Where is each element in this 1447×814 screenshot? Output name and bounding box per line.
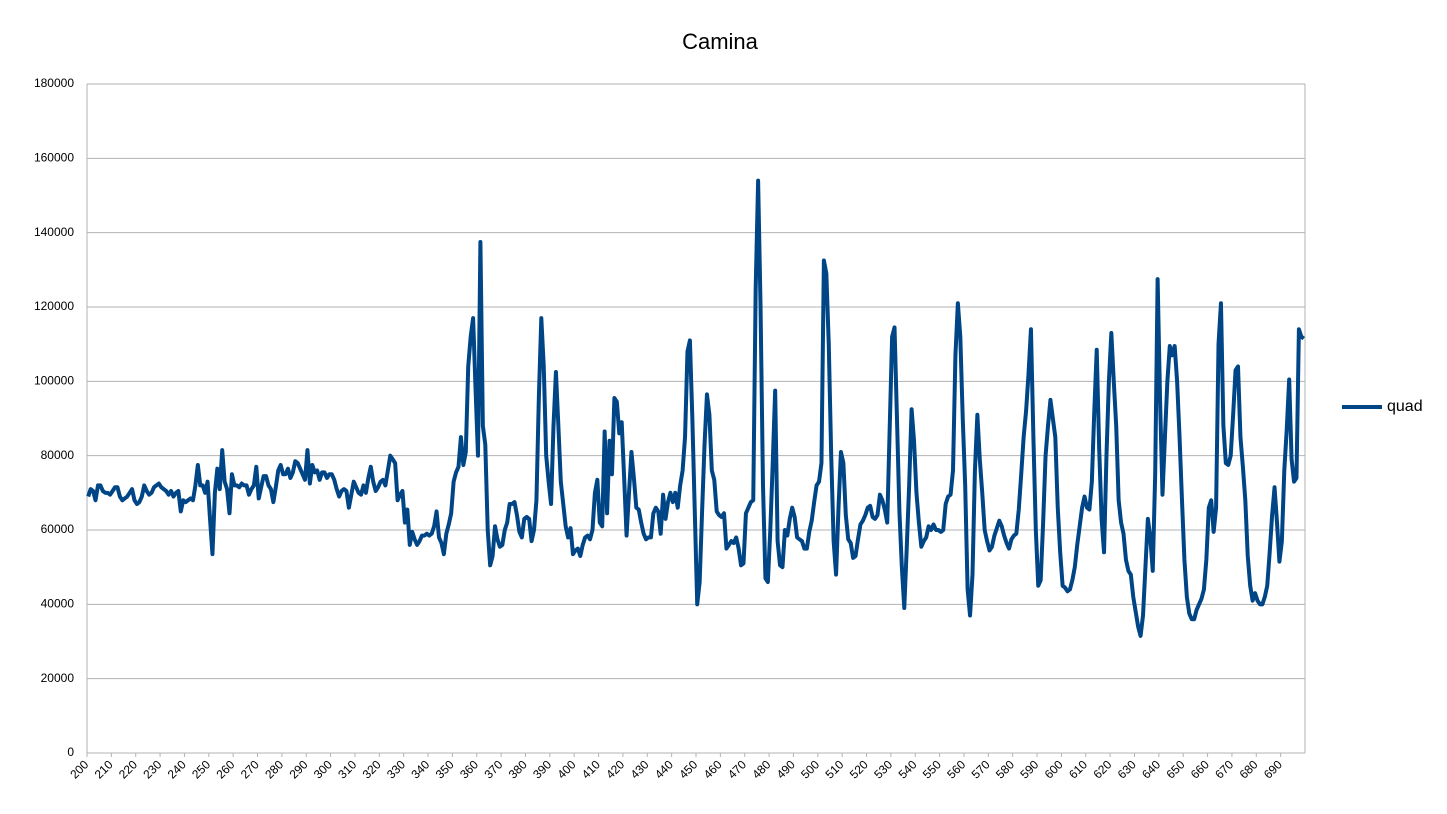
y-tick-label: 20000 — [41, 671, 75, 685]
y-tick-label: 160000 — [34, 151, 74, 165]
y-tick-label: 180000 — [34, 76, 74, 90]
y-tick-label: 100000 — [34, 374, 74, 388]
y-tick-label: 80000 — [41, 448, 75, 462]
y-tick-label: 60000 — [41, 522, 75, 536]
chart-title: Camina — [682, 29, 759, 54]
line-series — [86, 178, 1305, 638]
y-tick-label: 0 — [67, 745, 74, 759]
y-tick-label: 120000 — [34, 299, 74, 313]
legend-label: quad — [1387, 398, 1423, 415]
y-tick-label: 140000 — [34, 225, 74, 239]
y-tick-label: 40000 — [41, 597, 75, 611]
